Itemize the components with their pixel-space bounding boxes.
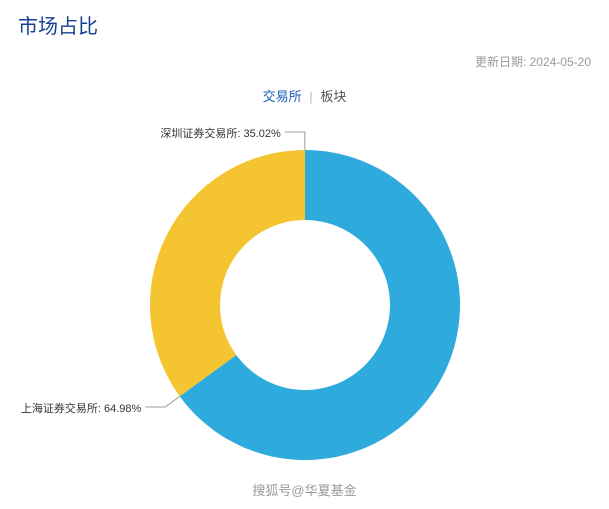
update-value: 2024-05-20 (530, 55, 591, 69)
tab-sector[interactable]: 板块 (320, 89, 346, 104)
page-title: 市场占比 (0, 0, 609, 39)
tab-bar: 交易所 | 板块 (0, 86, 609, 105)
tab-separator: | (309, 89, 312, 104)
slice-label-shanghai: 上海证券交易所: 64.98% (21, 400, 141, 416)
update-date: 更新日期: 2024-05-20 (0, 53, 609, 70)
donut-chart: 上海证券交易所: 64.98% 深圳证券交易所: 35.02% 搜狐号@华夏基金 (0, 105, 609, 505)
leader-lines (0, 105, 609, 505)
watermark: 搜狐号@华夏基金 (252, 480, 356, 499)
tab-exchange[interactable]: 交易所 (263, 89, 302, 104)
update-prefix: 更新日期: (475, 55, 530, 69)
slice-label-shenzhen: 深圳证券交易所: 35.02% (160, 125, 280, 141)
